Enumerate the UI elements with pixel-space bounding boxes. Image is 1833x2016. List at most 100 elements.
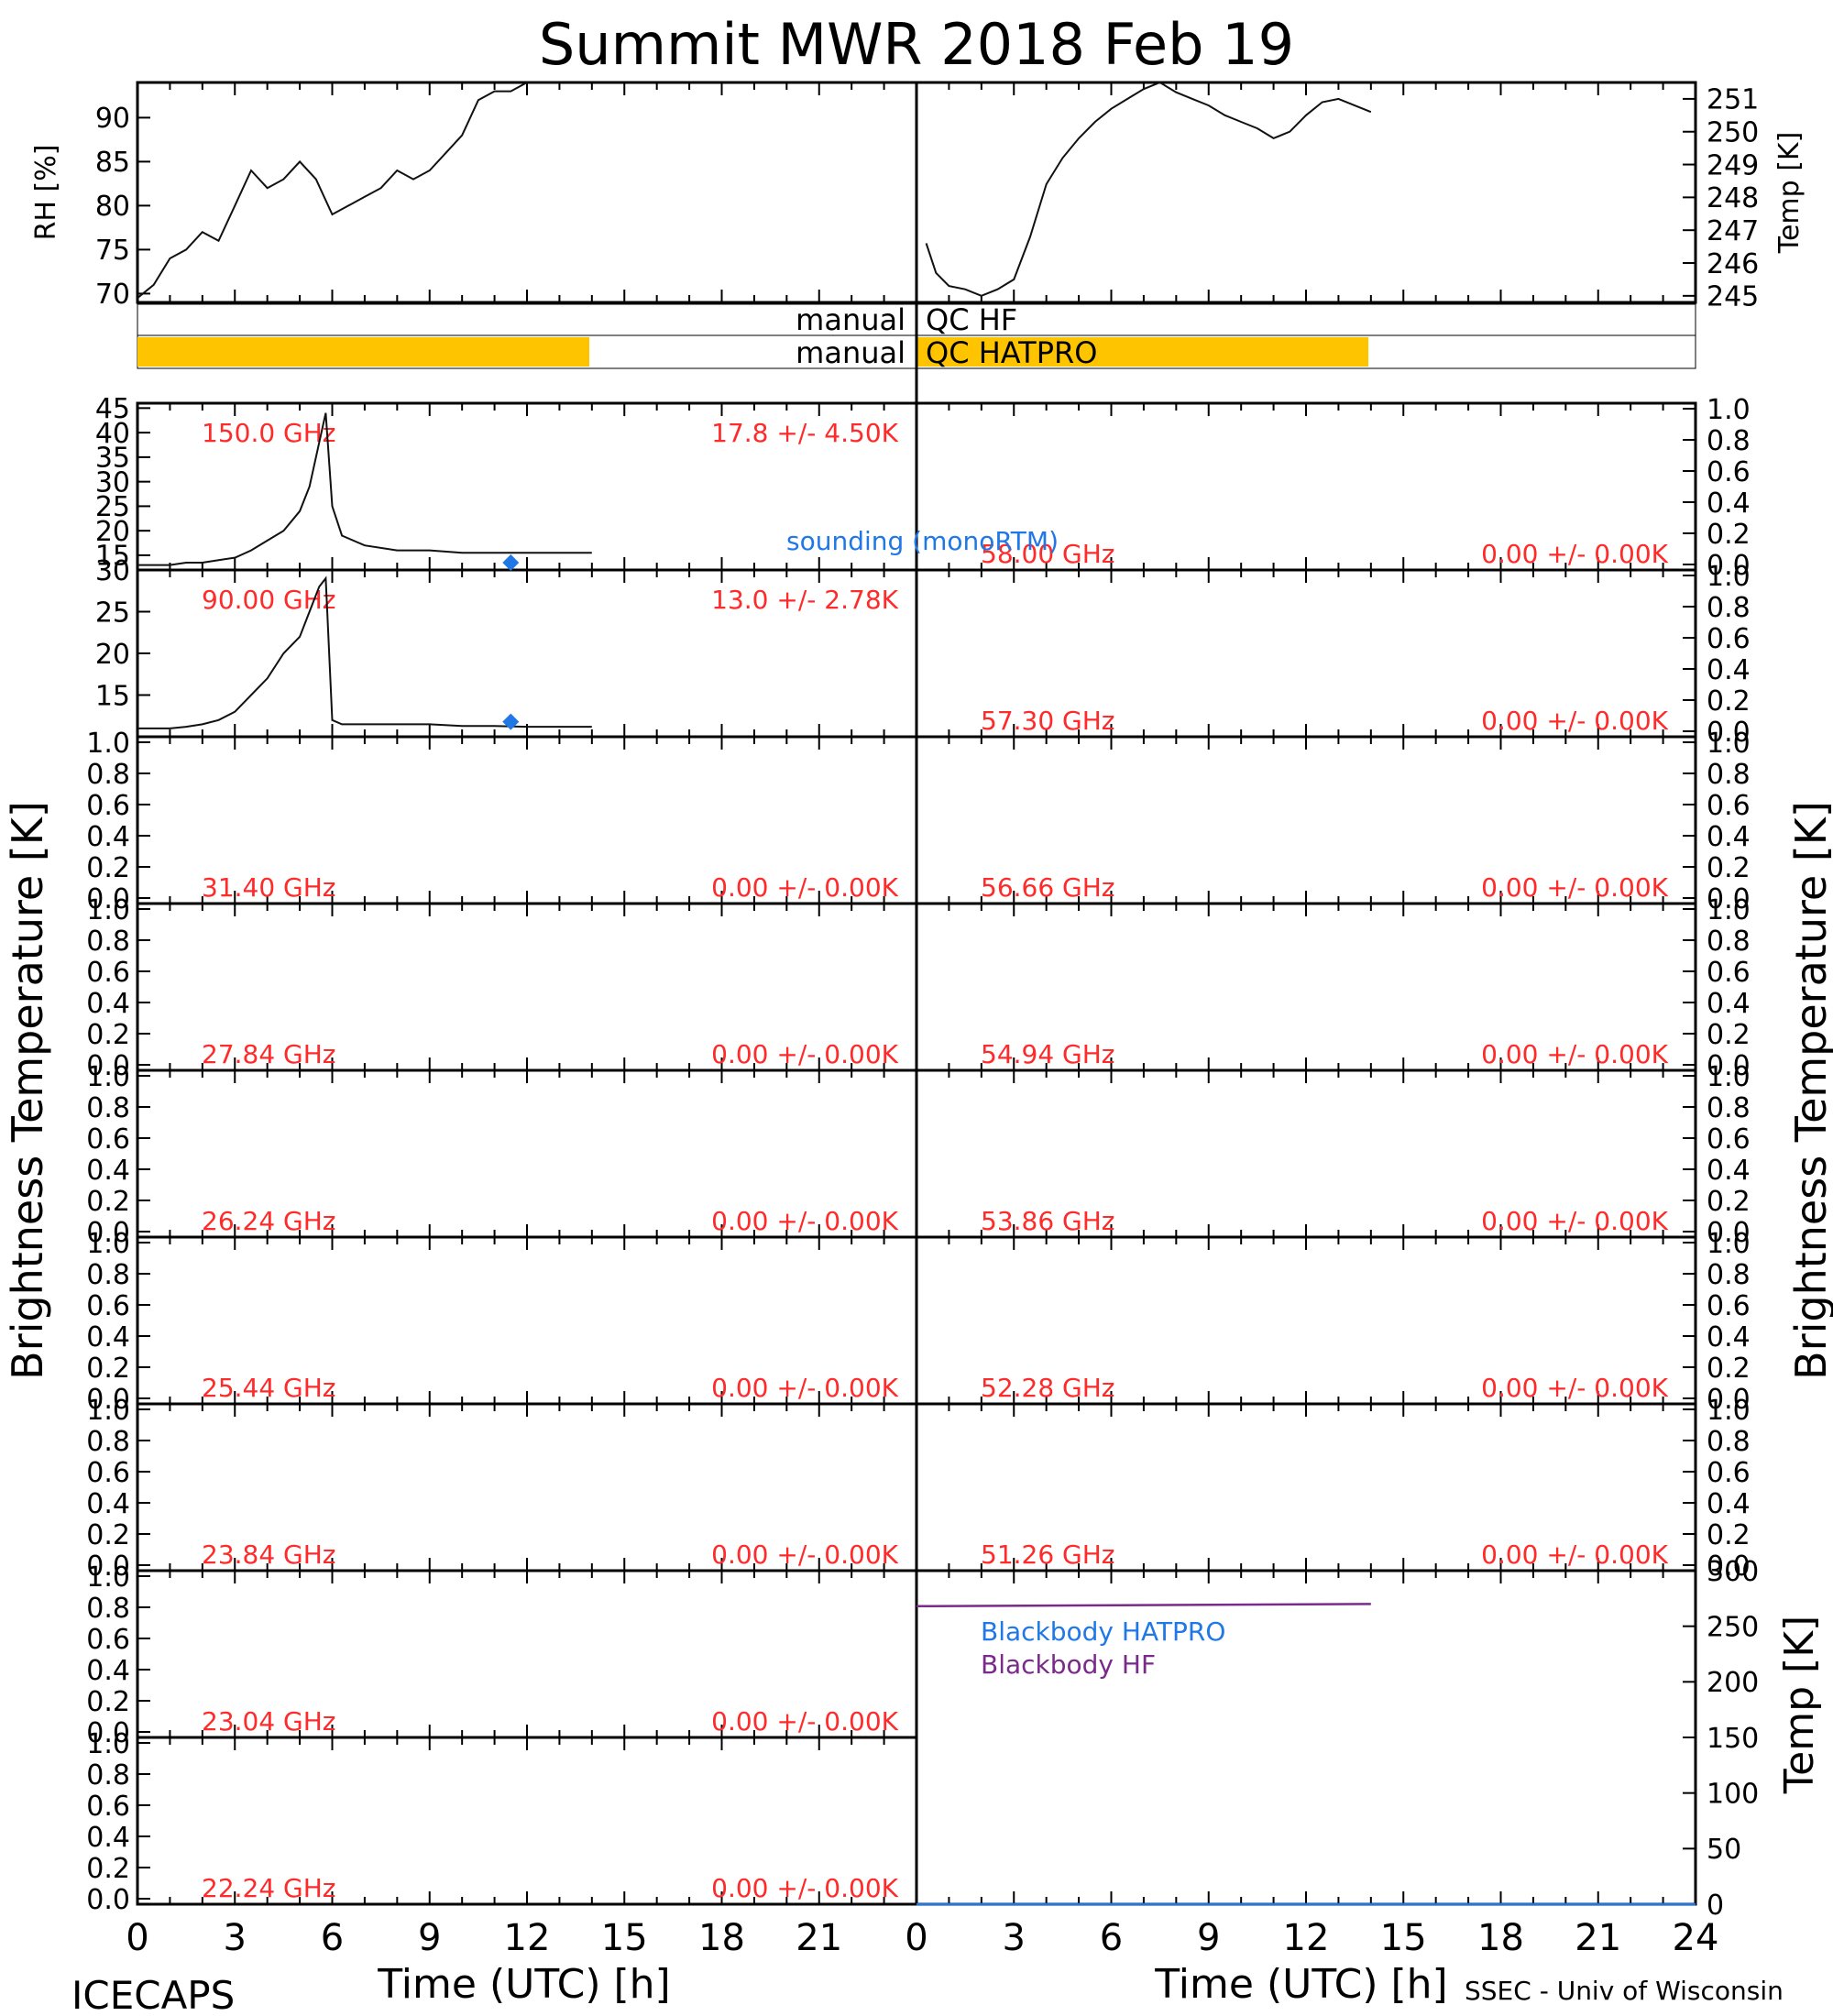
tb-left-ytick-label: 0.2 [86, 1186, 130, 1218]
tb-right-ytick-label: 0.4 [1707, 654, 1751, 686]
tb-left-ytick-label: 15 [95, 541, 130, 573]
tb150-line [137, 412, 592, 566]
tb-left-ytick-label: 0.6 [86, 1290, 130, 1322]
temp-ytick-label: 250 [1707, 117, 1759, 149]
tb-left-ytick-label: 0.2 [86, 852, 130, 884]
x-axis-label-right: Time (UTC) [h] [1154, 1961, 1447, 2008]
tb-right-ytick-label: 1.0 [1707, 894, 1751, 926]
tb-right-ytick-label: 0.0 [1707, 1384, 1751, 1416]
x-tick-label-left: 18 [698, 1917, 745, 1959]
tb-left-ytick-label: 0.4 [86, 1655, 130, 1687]
y-axis-label-right: Brightness Temperature [K] [1786, 801, 1833, 1380]
tb-left-ytick-label: 0.2 [86, 1519, 130, 1551]
tb-right-ytick-label: 0.6 [1707, 790, 1751, 822]
tb-right-ytick-label: 0.4 [1707, 488, 1751, 520]
x-tick-label-right: 15 [1380, 1917, 1427, 1959]
tb-right-ytick-label: 1.0 [1707, 1228, 1751, 1260]
tb-left-ytick-label: 0.2 [86, 1019, 130, 1051]
tb-right-ytick-label: 0.6 [1707, 1457, 1751, 1489]
tb-left-ytick-label: 0.4 [86, 1822, 130, 1854]
tb-freq-label: 58.00 GHz [981, 539, 1115, 569]
tb-freq-label: 54.94 GHz [981, 1039, 1115, 1069]
tb-left-ytick-label: 20 [95, 516, 130, 548]
rh-ytick-label: 90 [95, 103, 130, 135]
temp-ytick-label: 247 [1707, 215, 1759, 247]
tb-left-ytick-label: 0.6 [86, 1624, 130, 1656]
tb-stat-label: 13.0 +/- 2.78K [711, 585, 898, 615]
tb-right-ytick-label: 0.0 [1707, 1550, 1751, 1583]
tb-right-ytick-label: 0.4 [1707, 1155, 1751, 1187]
bb-ytick-label: 0 [1707, 1890, 1724, 1922]
tb-left-ytick-label: 1.0 [86, 728, 130, 760]
x-tick-label-right: 12 [1283, 1917, 1330, 1959]
rh-panel [136, 81, 918, 304]
temp-ylabel: Temp [K] [1773, 132, 1806, 255]
tb-freq-label: 23.84 GHz [202, 1539, 336, 1570]
tb-left-ytick-label: 0.8 [86, 1759, 130, 1791]
x-tick-label-left: 0 [126, 1917, 148, 1959]
tb-left-ytick-label: 0.8 [86, 1593, 130, 1625]
tb-left-ytick-label: 0.4 [86, 821, 130, 853]
tb-left-ytick-label: 0.2 [86, 1853, 130, 1885]
tb-left-ytick-label: 0.0 [86, 883, 130, 915]
tb-stat-label: 0.00 +/- 0.00K [711, 1039, 898, 1069]
tb-left-ytick-label: 45 [95, 393, 130, 425]
tb-left-ytick-label: 0.0 [86, 1717, 130, 1749]
tb-freq-label: 53.86 GHz [981, 1206, 1115, 1236]
bb-ytick-label: 150 [1707, 1723, 1759, 1755]
rh-ylabel: RH [%] [30, 145, 62, 241]
rh-ytick-label: 80 [95, 191, 130, 223]
sounding-marker-150 [502, 553, 520, 571]
tb-left-ytick-label: 0.6 [86, 1457, 130, 1489]
tb-left-ytick-label: 0.2 [86, 1686, 130, 1718]
y-axis-label-left: Brightness Temperature [K] [3, 801, 52, 1380]
tb-freq-label: 31.40 GHz [202, 872, 336, 903]
bb-ylabel: Temp [K] [1776, 1616, 1823, 1794]
tb-right-ytick-label: 0.0 [1707, 883, 1751, 915]
bb-ytick-label: 100 [1707, 1778, 1759, 1810]
x-tick-label-left: 9 [418, 1917, 441, 1959]
tb-right-ytick-label: 0.6 [1707, 456, 1751, 488]
tb-freq-label: 57.30 GHz [981, 706, 1115, 736]
tb-left-ytick-label: 0.0 [86, 1550, 130, 1583]
tb-right-ytick-label: 0.4 [1707, 988, 1751, 1020]
tb-left-ytick-label: 15 [95, 680, 130, 712]
tb-stat-label: 0.00 +/- 0.00K [1481, 706, 1668, 736]
tb-right-ytick-label: 0.8 [1707, 592, 1751, 624]
tb-left-ytick-label: 0.0 [86, 1884, 130, 1916]
tb-freq-label: 51.26 GHz [981, 1539, 1115, 1570]
tb-right-ytick-label: 0.6 [1707, 1290, 1751, 1322]
rh-ytick-label: 85 [95, 147, 130, 179]
rh-ytick-label: 75 [95, 235, 130, 267]
tb-freq-label: 56.66 GHz [981, 872, 1115, 903]
legend-sounding: sounding (monoRTM) [786, 526, 1059, 556]
tb-left-ytick-label: 0.4 [86, 1155, 130, 1187]
tb-stat-label: 0.00 +/- 0.00K [1481, 1373, 1668, 1403]
temp-ytick-label: 249 [1707, 149, 1759, 181]
tb-freq-label: 150.0 GHz [202, 418, 336, 448]
tb-right-ytick-label: 0.8 [1707, 926, 1751, 958]
tb-right-ytick-label: 0.2 [1707, 519, 1751, 551]
bb-ytick-label: 250 [1707, 1611, 1759, 1643]
temp-ytick-label: 245 [1707, 281, 1759, 313]
tb-right-ytick-label: 0.2 [1707, 1186, 1751, 1218]
x-tick-label-right: 3 [1003, 1917, 1026, 1959]
tb-left-ytick-label: 0.4 [86, 1488, 130, 1520]
tb-right-ytick-label: 0.0 [1707, 717, 1751, 749]
tb-left-ytick-label: 0.0 [86, 1050, 130, 1082]
tb-right-ytick-label: 1.0 [1707, 1061, 1751, 1093]
tb-left-ytick-label: 1.0 [86, 894, 130, 926]
x-tick-label-right: 18 [1477, 1917, 1524, 1959]
tb-right-ytick-label: 0.8 [1707, 1092, 1751, 1124]
tb-left-ytick-label: 1.0 [86, 1728, 130, 1760]
tb-stat-label: 17.8 +/- 4.50K [711, 418, 898, 448]
tb-left-ytick-label: 0.8 [86, 1092, 130, 1124]
tb-left-ytick-label: 0.0 [86, 1384, 130, 1416]
tb-right-ytick-label: 1.0 [1707, 394, 1751, 426]
tb-left-ytick-label: 0.8 [86, 1426, 130, 1458]
tb-left-ytick-label: 1.0 [86, 1061, 130, 1093]
temp-line [925, 81, 1372, 297]
x-tick-label-right: 24 [1673, 1917, 1719, 1959]
